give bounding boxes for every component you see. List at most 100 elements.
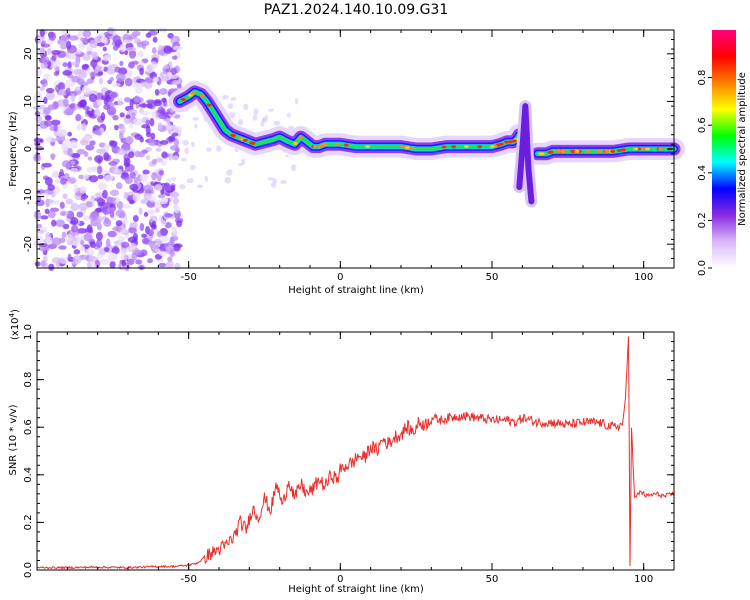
noise-blob xyxy=(104,247,110,253)
noise-blob xyxy=(135,97,144,104)
noise-blob xyxy=(157,106,164,115)
noise-blob xyxy=(40,215,49,220)
noise-blob xyxy=(161,236,169,243)
noise-blob xyxy=(45,91,55,101)
noise-blob xyxy=(172,243,181,252)
noise-blob xyxy=(163,64,170,70)
noise-blob xyxy=(82,105,90,110)
noise-blob xyxy=(36,36,43,44)
noise-blob xyxy=(149,215,158,224)
noise-blob xyxy=(165,261,175,268)
y-tick-label: 0.6 xyxy=(23,419,34,435)
noise-blob xyxy=(167,256,173,263)
noise-blob xyxy=(81,86,91,95)
noise-blob xyxy=(43,73,51,81)
noise-blob xyxy=(91,167,98,173)
noise-blob xyxy=(112,44,119,51)
noise-blob xyxy=(122,39,132,44)
noise-blob xyxy=(39,86,46,91)
noise-blob xyxy=(161,203,169,209)
ridge-hotspot xyxy=(250,141,256,145)
noise-blob xyxy=(107,230,117,238)
noise-blob xyxy=(151,47,157,54)
noise-blob xyxy=(267,177,275,181)
spectrogram-y-ticks: -20 -10 0 10 20 xyxy=(23,29,674,269)
y-tick-label: 0.0 xyxy=(23,562,34,578)
noise-blob xyxy=(85,248,95,255)
noise-blob xyxy=(294,98,299,105)
noise-blob xyxy=(132,118,143,126)
ridge-hotspot xyxy=(585,149,591,153)
noise-blob xyxy=(154,89,160,96)
noise-blob xyxy=(286,112,291,118)
noise-blob xyxy=(123,216,128,225)
noise-blob xyxy=(171,80,181,85)
noise-blob xyxy=(39,28,45,37)
ridge-hotspot xyxy=(187,93,193,97)
noise-blob xyxy=(41,56,50,64)
colorbar-tick-label: 0.4 xyxy=(697,165,708,181)
noise-blob xyxy=(164,221,172,229)
noise-blob xyxy=(109,77,115,82)
noise-blob xyxy=(132,232,138,241)
noise-blob xyxy=(67,52,77,61)
noise-blob xyxy=(90,59,98,68)
noise-blob xyxy=(165,178,172,184)
noise-blob xyxy=(101,95,107,101)
noise-blob xyxy=(53,124,58,132)
noise-blob xyxy=(143,184,154,193)
noise-blob xyxy=(216,145,222,152)
ridge-hotspot xyxy=(404,146,410,150)
noise-blob xyxy=(228,112,236,118)
noise-blob xyxy=(99,258,109,265)
noise-blob xyxy=(62,70,73,76)
noise-blob xyxy=(159,71,165,79)
ridge-hotspot xyxy=(334,142,340,146)
noise-blob xyxy=(115,220,123,227)
noise-blob xyxy=(135,85,143,95)
noise-blob xyxy=(59,211,66,217)
ridge-hotspot xyxy=(451,145,457,149)
ridge-hotspot xyxy=(498,142,504,146)
noise-blob xyxy=(94,259,101,269)
ridge-hotspot xyxy=(298,135,304,139)
colorbar-ticks: 0.0 0.2 0.4 0.6 0.8 xyxy=(697,70,712,276)
noise-blob xyxy=(146,99,156,104)
noise-blob xyxy=(62,193,68,200)
ridge-hotspot xyxy=(556,149,562,153)
colorbar-tick-label: 0.0 xyxy=(697,260,708,276)
noise-blob xyxy=(232,97,237,101)
noise-blob xyxy=(95,231,103,241)
noise-blob xyxy=(159,88,168,95)
noise-blob xyxy=(76,123,82,131)
noise-blob xyxy=(224,176,232,184)
noise-blob xyxy=(168,135,176,142)
ridge-hotspot xyxy=(539,152,545,156)
ridge-hotspot xyxy=(441,145,447,149)
ridge-hotspot xyxy=(236,136,242,140)
noise-blob xyxy=(170,184,176,192)
noise-blob xyxy=(141,233,147,238)
noise-blob xyxy=(47,184,55,191)
ridge-hotspot xyxy=(293,141,299,145)
noise-blob xyxy=(133,176,138,184)
noise-blob xyxy=(128,151,135,159)
noise-blob xyxy=(151,220,157,229)
noise-blob xyxy=(158,113,168,120)
noise-blob xyxy=(70,160,76,165)
noise-blob xyxy=(138,207,143,215)
noise-blob xyxy=(34,261,41,267)
noise-blob xyxy=(160,160,167,166)
noise-blob xyxy=(56,129,67,137)
noise-blob xyxy=(190,141,195,148)
colorbar-tick-label: 0.6 xyxy=(697,117,708,133)
noise-blob xyxy=(68,139,78,149)
chart-title: PAZ1.2024.140.10.09.G31 xyxy=(264,2,449,18)
noise-blob xyxy=(226,169,233,176)
noise-blob xyxy=(70,153,81,158)
x-tick-label: -50 xyxy=(180,574,196,585)
noise-blob xyxy=(97,174,104,180)
noise-blob xyxy=(273,120,281,126)
noise-blob xyxy=(81,64,89,71)
noise-blob xyxy=(118,211,126,219)
